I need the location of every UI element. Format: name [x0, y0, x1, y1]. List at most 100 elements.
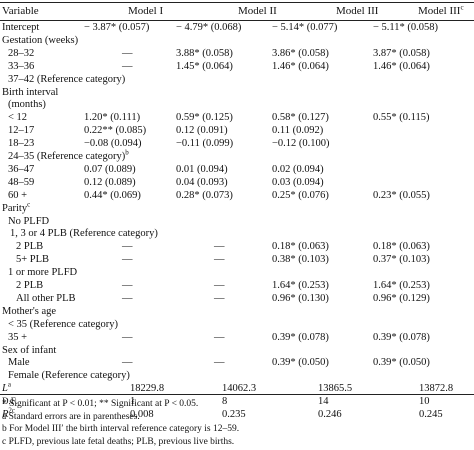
row-label-sup: 2c	[8, 406, 16, 415]
cell-model-4: 10	[419, 396, 430, 408]
row-label-text: 48–59	[8, 176, 35, 188]
row-label-text: Gestation (weeks)	[2, 34, 79, 46]
cell-model-1: −0.08 (0.094)	[84, 138, 142, 150]
bottom-rule	[0, 394, 474, 395]
table-row: 18–23 −0.08 (0.094) −0.11 (0.099) −0.12 (0.…	[0, 137, 474, 150]
cell-model-2: 0.12 (0.091)	[176, 125, 228, 137]
row-label: 35 +	[8, 331, 27, 344]
row-label: 36–47	[8, 163, 34, 176]
row-label-text: 24–35 (Reference category)	[8, 151, 126, 162]
row-label: Birth interval	[2, 86, 58, 99]
cell-model-2: 0.01 (0.094)	[176, 163, 228, 175]
table-row: 5+ PLB — — 0.38* (0.103) 0.37* (0.103)	[0, 253, 474, 266]
cell-model-3: 0.02 (0.094)	[272, 163, 324, 175]
cell-model-4: 0.23* (0.055)	[373, 189, 430, 201]
cell-model-3: 1.64* (0.253)	[272, 280, 329, 291]
row-label-text: 33–36	[8, 60, 35, 72]
row-label: 2 PLB	[16, 279, 43, 292]
cell-model-2: − 4.79* (0.068)	[176, 22, 242, 33]
row-label: 33–36	[8, 60, 34, 73]
table-row: < 12 1.20* (0.111) 0.59* (0.125) 0.58* (0.1…	[0, 111, 474, 124]
row-label-text: 1, 3 or 4 PLB (Reference category)	[10, 228, 158, 240]
row-label-text: 1 or more PLFD	[8, 267, 78, 279]
header-model-4: Model IIIc	[418, 4, 464, 18]
footnote: c PLFD, previous late fetal deaths; PLB,…	[2, 436, 235, 447]
cell-model-1: 0.44* (0.069)	[84, 189, 141, 201]
cell-model-3: 0.18* (0.063)	[272, 241, 329, 253]
row-label: (months)	[8, 98, 46, 111]
cell-model-2: −0.11 (0.099)	[176, 138, 234, 150]
cell-model-1: —	[122, 60, 133, 72]
footnote: a Standard errors are in parentheses.	[2, 411, 140, 422]
cell-model-3: 0.96* (0.130)	[272, 292, 329, 304]
cell-model-3: 0.58* (0.127)	[272, 112, 329, 124]
cell-model-4: 0.96* (0.129)	[373, 292, 430, 304]
table-row: 36–47 0.07 (0.089) 0.01 (0.094) 0.02 (0.094…	[0, 163, 474, 176]
table-row: Mother's age	[0, 305, 474, 318]
row-label-sup: a	[7, 380, 11, 389]
header-model-2: Model II	[238, 5, 277, 17]
row-label: 18–23	[8, 137, 34, 150]
row-label: 24–35 (Reference category)b	[8, 148, 129, 163]
table-header: Variable Model I Model II Model III Mode…	[0, 4, 474, 19]
row-label: No PLFD	[8, 215, 49, 228]
row-label: 5+ PLB	[16, 253, 49, 266]
row-label-text: All other PLB	[16, 292, 76, 304]
row-label-text: 37–42 (Reference category)	[8, 73, 126, 85]
cell-model-2: 0.235	[222, 409, 246, 420]
row-label: 60 +	[8, 189, 27, 202]
row-label: 2 PLB	[16, 240, 43, 253]
table-row: All other PLB — — 0.96* (0.130) 0.96* (0.129…	[0, 292, 474, 305]
cell-model-3: 3.86* (0.058)	[272, 47, 329, 59]
table-row: Sex of infant	[0, 344, 474, 357]
row-label-text: Intercept	[2, 22, 40, 33]
cell-model-4: 0.18* (0.063)	[373, 241, 430, 253]
cell-model-1: —	[122, 280, 133, 291]
row-label: Mother's age	[2, 305, 56, 318]
cell-model-2: —	[214, 357, 225, 369]
cell-model-1: —	[122, 292, 133, 304]
top-rule	[0, 2, 474, 3]
table-row: 48–59 0.12 (0.089) 0.04 (0.093) 0.03 (0.094…	[0, 176, 474, 189]
cell-model-3: 0.25* (0.076)	[272, 189, 329, 201]
row-label-text: Sex of infant	[2, 344, 57, 356]
cell-model-4: 1.46* (0.064)	[373, 60, 430, 72]
row-label-text: 35 +	[8, 331, 28, 343]
row-label-text: 2 PLB	[16, 241, 44, 253]
row-label: 37–42 (Reference category)	[8, 73, 125, 86]
row-label: Sex of infant	[2, 344, 56, 357]
cell-model-3: 14	[318, 396, 329, 408]
table-row: 24–35 (Reference category)b	[0, 148, 474, 163]
cell-model-3: 0.11 (0.092)	[272, 125, 324, 137]
cell-model-1: 0.008	[130, 409, 154, 420]
table-row: Female (Reference category)	[0, 369, 474, 382]
table-row: 1, 3 or 4 PLB (Reference category)	[0, 227, 474, 240]
cell-model-2: 3.88* (0.058)	[176, 47, 233, 59]
table-row: 1 or more PLFD	[0, 266, 474, 279]
cell-model-3: 0.246	[318, 409, 342, 420]
row-label-text: R	[2, 409, 9, 420]
row-label-text: Mother's age	[2, 305, 57, 317]
row-label-sup: c	[27, 200, 31, 209]
cell-model-2: —	[214, 241, 225, 253]
table-row: 2 PLB — — 0.18* (0.063) 0.18* (0.063)	[0, 240, 474, 253]
row-label: 12–17	[8, 124, 34, 137]
table-row: Parityc	[0, 200, 474, 215]
row-label-text: 36–47	[8, 163, 35, 175]
row-label: Parityc	[2, 200, 31, 215]
row-label: 28–32	[8, 47, 34, 60]
row-label: La	[2, 380, 11, 395]
cell-model-3: 0.38* (0.103)	[272, 254, 329, 266]
table-row: 33–36 — 1.45* (0.064) 1.46* (0.064) 1.46* (0…	[0, 60, 474, 73]
row-label-text: 60 +	[8, 189, 28, 201]
row-label-text: Female (Reference category)	[8, 370, 130, 382]
row-label-text: (months)	[8, 99, 46, 111]
cell-model-3: −0.12 (0.100)	[272, 138, 330, 150]
row-label-sup: b	[125, 148, 129, 157]
header-variable: Variable	[2, 5, 39, 17]
cell-model-4: 1.64* (0.253)	[373, 280, 430, 291]
header-model-1: Model I	[128, 5, 164, 17]
cell-model-2: —	[214, 292, 225, 304]
cell-model-2: —	[214, 331, 225, 343]
row-label-text: 18–23	[8, 138, 35, 150]
